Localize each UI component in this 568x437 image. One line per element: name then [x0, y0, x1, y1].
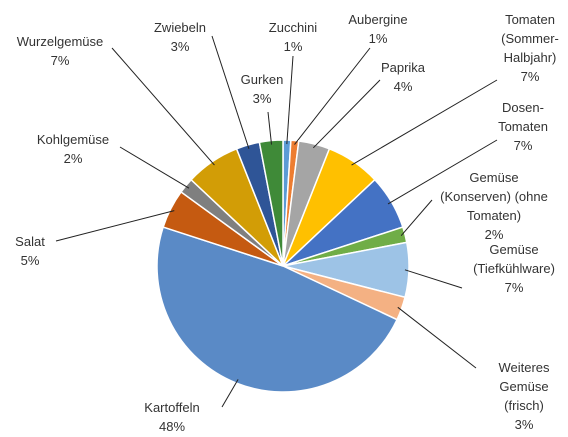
slice-label: Dosen-Tomaten 7% [492, 98, 554, 155]
slice-label: Kartoffeln 48% [127, 398, 217, 436]
value-label: 2% [63, 151, 83, 166]
value-label: 3% [514, 417, 534, 432]
leader-line [211, 35, 250, 149]
category-label: Dosen-Tomaten [498, 100, 548, 134]
value-label: 5% [20, 253, 40, 268]
value-label: 2% [484, 227, 504, 242]
category-label: Aubergine [348, 12, 408, 27]
slice-label: Paprika 4% [368, 58, 438, 96]
leader-line [404, 269, 463, 289]
leader-line [312, 79, 381, 149]
value-label: 7% [520, 69, 540, 84]
category-label: Wurzelgemüse [16, 34, 104, 49]
value-label: 1% [283, 39, 303, 54]
slice-label: Aubergine 1% [338, 10, 418, 48]
category-label: Weiteres Gemüse (frisch) [498, 360, 550, 413]
leader-line [55, 210, 175, 242]
slice-label: Salat 5% [5, 232, 55, 270]
leader-line [286, 55, 294, 145]
category-label: Salat [15, 234, 45, 249]
value-label: 7% [513, 138, 533, 153]
slice-label: Gurken 3% [227, 70, 297, 108]
leader-line [267, 111, 273, 145]
value-label: 7% [50, 53, 70, 68]
slice-label: Zucchini 1% [253, 18, 333, 56]
value-label: 48% [158, 419, 186, 434]
leader-line [387, 139, 498, 205]
slice-label: Wurzelgemüse 7% [5, 32, 115, 70]
leader-line [397, 306, 477, 369]
leader-line [351, 79, 498, 166]
leader-line [111, 47, 215, 166]
slice-label: Weiteres Gemüse (frisch) 3% [489, 358, 559, 434]
category-label: Zucchini [268, 20, 318, 35]
value-label: 7% [504, 280, 524, 295]
category-label: Gurken [240, 72, 284, 87]
category-label: Kohlgemüse [36, 132, 110, 147]
slice-label: Gemüse (Tiefkühlware) 7% [459, 240, 568, 297]
slice-label: Zwiebeln 3% [140, 18, 220, 56]
category-label: Gemüse (Tiefkühlware) [473, 242, 555, 276]
leader-line [221, 379, 239, 408]
category-label: Paprika [380, 60, 426, 75]
slice-label: Kohlgemüse 2% [23, 130, 123, 168]
category-label: Kartoffeln [144, 400, 200, 415]
pie-slice [156, 226, 399, 393]
category-label: Gemüse (Konserven) (ohne Tomaten) [440, 170, 548, 223]
leader-line [400, 199, 433, 236]
slice-label: Tomaten (Sommer-Halbjahr) 7% [494, 10, 566, 86]
category-label: Tomaten (Sommer-Halbjahr) [501, 12, 559, 65]
leader-line [119, 146, 190, 189]
leader-line [294, 47, 371, 145]
value-label: 4% [393, 79, 413, 94]
value-label: 1% [368, 31, 388, 46]
value-label: 3% [252, 91, 272, 106]
value-label: 3% [170, 39, 190, 54]
category-label: Zwiebeln [153, 20, 207, 35]
slice-label: Gemüse (Konserven) (ohne Tomaten) 2% [434, 168, 554, 244]
